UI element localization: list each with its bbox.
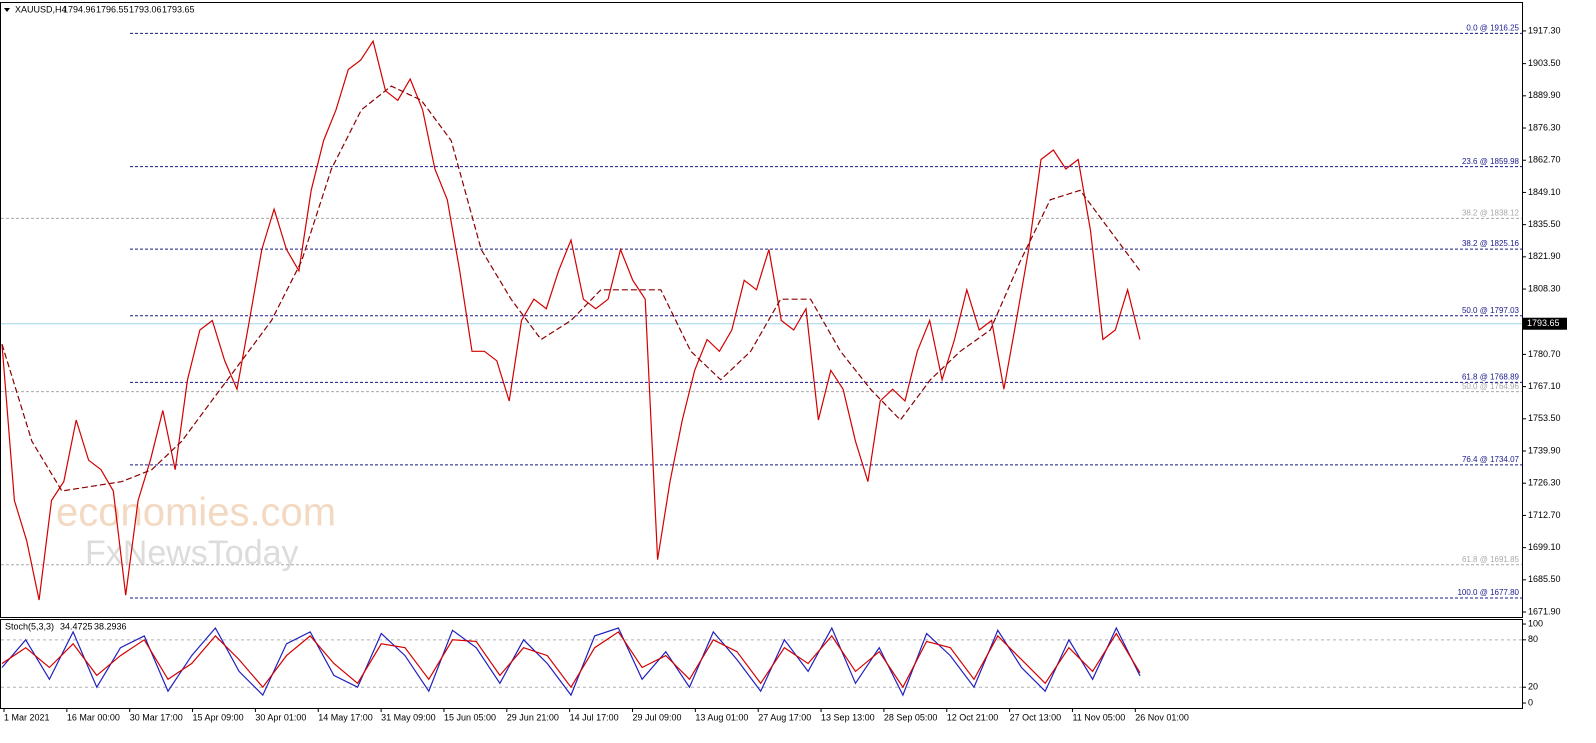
y-tick-label: 1712.70 (1528, 510, 1561, 520)
y-tick-label: 1862.70 (1528, 155, 1561, 165)
y-tick-label: 1808.30 (1528, 283, 1561, 293)
y-tick-label: 20 (1528, 682, 1538, 692)
x-tick-label: 1 Mar 2021 (4, 712, 50, 722)
x-tick-label: 11 Nov 05:00 (1072, 712, 1125, 722)
y-tick-label: 1753.50 (1528, 413, 1561, 423)
y-tick-label: 1876.30 (1528, 122, 1561, 132)
y-tick-label: 1917.30 (1528, 25, 1561, 35)
ohlc-low: 1793.06 (129, 4, 162, 14)
fib-label: 50.0 @ 1797.03 (1462, 306, 1520, 315)
y-tick-label: 1835.50 (1528, 219, 1561, 229)
y-tick-label: 1821.90 (1528, 251, 1561, 261)
y-tick-label: 1739.90 (1528, 445, 1561, 455)
price-line (1, 39, 1141, 601)
current-price-box (1523, 317, 1567, 330)
ohlc-high: 1796.55 (96, 4, 129, 14)
x-tick-label: 13 Aug 01:00 (695, 712, 748, 722)
ohlc-open: 1794.96 (63, 4, 96, 14)
symbol: XAUUSD,H4 (15, 4, 67, 14)
x-tick-label: 31 May 09:00 (381, 712, 436, 722)
x-tick-label: 15 Apr 09:00 (193, 712, 244, 722)
x-tick-label: 14 Jul 17:00 (570, 712, 619, 722)
y-tick-label: 100 (1528, 618, 1543, 628)
fib-label: 38.2 @ 1838.12 (1462, 209, 1520, 218)
x-tick-label: 29 Jul 09:00 (633, 712, 682, 722)
y-tick-label: 1889.90 (1528, 90, 1561, 100)
fib-label: 0.0 @ 1916.25 (1466, 24, 1519, 33)
collapse-icon (4, 8, 10, 12)
x-tick-label: 14 May 17:00 (318, 712, 373, 722)
fib-label: 100.0 @ 1677.80 (1457, 588, 1519, 597)
x-tick-label: 27 Oct 13:00 (1010, 712, 1062, 722)
x-tick-label: 30 Apr 01:00 (255, 712, 306, 722)
x-tick-label: 28 Sep 05:00 (884, 712, 938, 722)
stoch-signal-value: 38.2936 (94, 621, 127, 631)
y-tick-label: 0 (1528, 697, 1533, 707)
price-line (1, 626, 1141, 697)
y-tick-label: 1685.50 (1528, 574, 1561, 584)
y-tick-label: 1726.30 (1528, 478, 1561, 488)
x-tick-label: 13 Sep 13:00 (821, 712, 875, 722)
x-tick-label: 27 Aug 17:00 (758, 712, 811, 722)
fib-label: 61.8 @ 1768.89 (1462, 372, 1520, 381)
fib-label: 50.0 @ 1764.96 (1462, 382, 1520, 391)
fib-label: 61.8 @ 1691.85 (1462, 555, 1520, 564)
fib-label: 76.4 @ 1734.07 (1462, 455, 1520, 464)
stoch-title: Stoch(5,3,3) (5, 621, 54, 631)
watermark: economies.com (56, 491, 336, 535)
y-tick-label: 80 (1528, 634, 1538, 644)
watermark: FxNewsToday (85, 534, 299, 572)
stoch-main-value: 34.4725 (60, 621, 93, 631)
x-tick-label: 12 Oct 21:00 (947, 712, 999, 722)
fib-label: 23.6 @ 1859.98 (1462, 157, 1520, 166)
price-line (1, 631, 1141, 689)
x-tick-label: 16 Mar 00:00 (67, 712, 120, 722)
x-tick-label: 15 Jun 05:00 (444, 712, 496, 722)
y-tick-label: 1903.50 (1528, 58, 1561, 68)
fib-label: 38.2 @ 1825.16 (1462, 239, 1520, 248)
main-panel (0, 2, 1523, 618)
x-tick-label: 30 Mar 17:00 (130, 712, 183, 722)
y-tick-label: 1671.90 (1528, 606, 1561, 616)
y-tick-label: 1699.10 (1528, 542, 1561, 552)
y-tick-label: 1767.10 (1528, 381, 1561, 391)
current-price-label: 1793.65 (1527, 318, 1560, 328)
moving-average (1, 85, 1141, 492)
x-tick-label: 29 Jun 21:00 (507, 712, 559, 722)
y-tick-label: 1849.10 (1528, 187, 1561, 197)
x-tick-label: 26 Nov 01:00 (1135, 712, 1189, 722)
ohlc-close: 1793.65 (162, 4, 195, 14)
stoch-panel (0, 619, 1523, 709)
y-tick-label: 1780.70 (1528, 349, 1561, 359)
